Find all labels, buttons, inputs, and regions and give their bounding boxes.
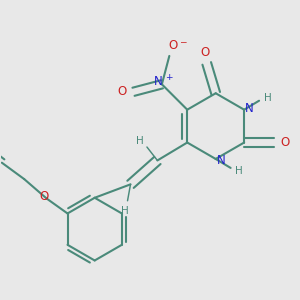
Text: N: N <box>245 102 254 115</box>
Text: O: O <box>168 39 178 52</box>
Text: O: O <box>40 190 49 202</box>
Text: H: H <box>235 166 243 176</box>
Text: N: N <box>154 75 163 88</box>
Text: +: + <box>165 73 172 82</box>
Text: N: N <box>217 154 225 167</box>
Text: H: H <box>136 136 143 146</box>
Text: −: − <box>179 37 187 46</box>
Text: O: O <box>118 85 127 98</box>
Text: O: O <box>201 46 210 59</box>
Text: H: H <box>264 93 271 103</box>
Text: H: H <box>121 206 129 216</box>
Text: O: O <box>281 136 290 149</box>
